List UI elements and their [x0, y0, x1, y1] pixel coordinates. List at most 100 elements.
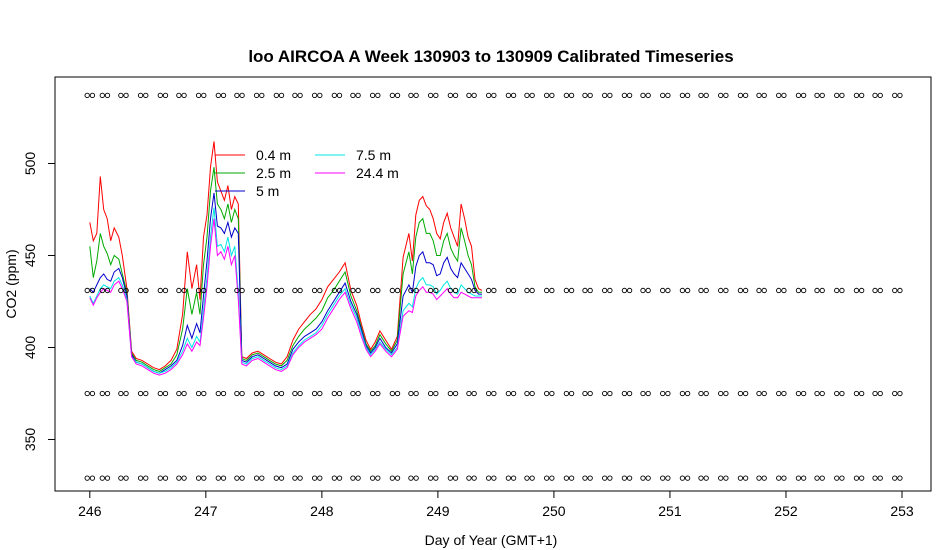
- data-point-marker: [872, 475, 878, 481]
- data-point-marker: [486, 287, 492, 294]
- data-point-marker: [524, 475, 530, 481]
- data-point-marker: [389, 475, 396, 481]
- data-point-marker: [408, 92, 414, 99]
- data-point-marker: [253, 287, 260, 294]
- data-point-marker: [621, 287, 628, 294]
- data-point-marker: [408, 287, 414, 294]
- data-point-marker: [317, 475, 323, 481]
- data-point-marker: [626, 475, 633, 481]
- data-point-marker: [181, 475, 187, 481]
- data-point-marker: [239, 390, 245, 397]
- data-point-marker: [607, 92, 613, 99]
- x-tick-label: 249: [426, 503, 450, 519]
- data-point-marker: [355, 475, 361, 481]
- data-point-marker: [549, 92, 555, 99]
- data-point-marker: [369, 92, 376, 99]
- data-point-marker: [859, 92, 865, 99]
- data-point-marker: [853, 390, 860, 397]
- data-point-marker: [292, 92, 298, 99]
- marker-layer: [84, 92, 903, 481]
- data-point-marker: [568, 92, 575, 99]
- data-point-marker: [776, 390, 782, 397]
- data-point-marker: [660, 92, 666, 99]
- data-point-marker: [587, 92, 593, 99]
- data-point-marker: [892, 287, 898, 294]
- data-point-marker: [466, 475, 472, 481]
- data-point-marker: [215, 287, 221, 294]
- data-point-marker: [814, 475, 820, 481]
- data-point-marker: [137, 92, 144, 99]
- data-point-marker: [162, 475, 169, 481]
- data-point-marker: [795, 390, 802, 397]
- data-point-marker: [491, 92, 497, 99]
- series-layer: [89, 141, 483, 376]
- data-point-marker: [89, 287, 96, 294]
- data-point-marker: [466, 287, 472, 294]
- data-point-marker: [602, 287, 608, 294]
- data-point-marker: [447, 287, 454, 294]
- data-point-marker: [389, 390, 396, 397]
- data-point-marker: [123, 390, 129, 397]
- data-point-marker: [859, 475, 865, 481]
- data-point-marker: [297, 475, 303, 481]
- data-point-marker: [834, 287, 840, 294]
- data-point-marker: [195, 287, 202, 294]
- data-point-marker: [703, 390, 709, 397]
- data-point-marker: [195, 390, 202, 397]
- data-point-marker: [607, 475, 613, 481]
- data-point-marker: [84, 475, 90, 481]
- data-point-marker: [89, 475, 96, 481]
- data-point-marker: [350, 390, 356, 397]
- data-point-marker: [317, 287, 323, 294]
- data-point-marker: [801, 92, 807, 99]
- data-point-marker: [679, 390, 686, 397]
- data-point-marker: [278, 475, 285, 481]
- data-point-marker: [892, 92, 898, 99]
- data-point-marker: [176, 92, 182, 99]
- data-point-marker: [660, 390, 666, 397]
- data-point-marker: [510, 287, 517, 294]
- data-point-marker: [568, 287, 575, 294]
- data-point-marker: [143, 92, 149, 99]
- data-point-marker: [215, 390, 221, 397]
- data-point-marker: [665, 475, 671, 481]
- data-point-marker: [181, 287, 187, 294]
- data-point-marker: [452, 287, 459, 294]
- data-point-marker: [181, 390, 187, 397]
- data-point-marker: [529, 92, 535, 99]
- data-point-marker: [801, 390, 807, 397]
- data-point-marker: [582, 287, 588, 294]
- series-line-4: [89, 207, 482, 374]
- data-point-marker: [626, 92, 633, 99]
- y-axis: 350 400 450 500: [22, 152, 56, 452]
- data-point-marker: [698, 287, 704, 294]
- data-point-marker: [234, 287, 240, 294]
- data-point-marker: [684, 92, 691, 99]
- data-point-marker: [587, 475, 593, 481]
- data-point-marker: [660, 475, 666, 481]
- data-point-marker: [104, 92, 111, 99]
- data-point-marker: [834, 390, 840, 397]
- data-point-marker: [176, 390, 182, 397]
- data-point-marker: [718, 390, 724, 397]
- data-point-marker: [877, 287, 883, 294]
- data-point-marker: [742, 390, 749, 397]
- data-point-marker: [427, 475, 434, 481]
- data-point-marker: [331, 287, 337, 294]
- data-point-marker: [529, 287, 535, 294]
- y-tick-label: 350: [22, 428, 38, 452]
- data-point-marker: [718, 287, 724, 294]
- data-point-marker: [292, 475, 298, 481]
- data-point-marker: [350, 287, 356, 294]
- data-point-marker: [897, 390, 903, 397]
- series-line-5: [89, 218, 482, 376]
- data-point-marker: [118, 92, 124, 99]
- data-point-marker: [698, 92, 704, 99]
- data-point-marker: [602, 92, 608, 99]
- data-point-marker: [355, 287, 361, 294]
- data-point-marker: [375, 390, 381, 397]
- x-tick-label: 248: [310, 503, 334, 519]
- series-line-2: [89, 167, 482, 372]
- data-point-marker: [549, 390, 555, 397]
- data-point-marker: [201, 287, 207, 294]
